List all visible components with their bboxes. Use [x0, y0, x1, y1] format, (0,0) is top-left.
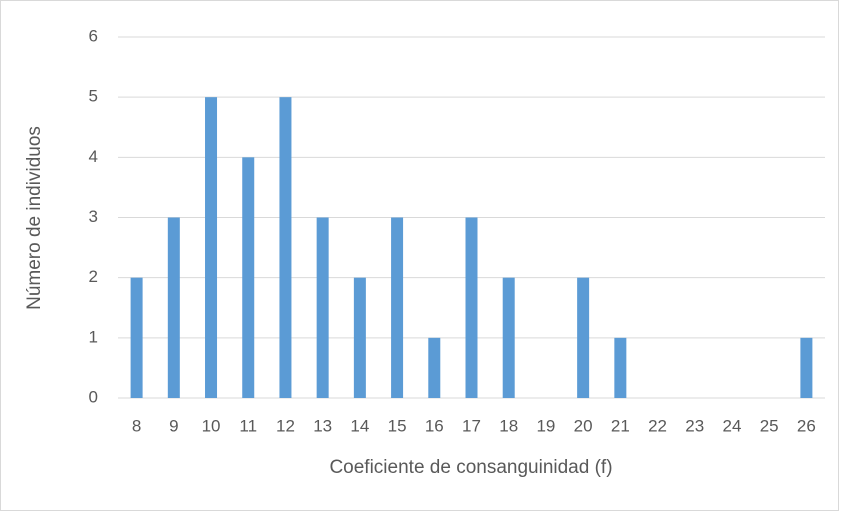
x-tick-label: 21 [611, 416, 630, 435]
bar [205, 97, 218, 399]
bar [614, 337, 627, 398]
x-axis-title: Coeficiente de consanguinidad (f) [329, 457, 612, 478]
x-tick-label: 8 [132, 416, 141, 435]
bar [316, 217, 329, 398]
x-tick-label: 10 [202, 416, 221, 435]
y-tick-label: 1 [89, 327, 98, 346]
y-tick-label: 4 [89, 147, 98, 166]
x-tick-label: 16 [425, 416, 444, 435]
x-tick-label: 24 [723, 416, 742, 435]
x-tick-label: 20 [574, 416, 593, 435]
bar [279, 97, 292, 399]
y-tick-label: 6 [89, 26, 98, 45]
y-axis-title: Número de individuos [24, 126, 45, 310]
x-tick-label: 9 [169, 416, 178, 435]
y-tick-label: 2 [89, 267, 98, 286]
x-tick-label: 18 [499, 416, 518, 435]
x-tick-label: 13 [313, 416, 332, 435]
x-tick-label: 22 [648, 416, 667, 435]
bar [465, 217, 478, 398]
bar [428, 337, 441, 398]
bar [130, 277, 143, 398]
x-tick-label: 19 [536, 416, 555, 435]
x-tick-label: 23 [685, 416, 704, 435]
x-tick-label: 17 [462, 416, 481, 435]
x-tick-label: 12 [276, 416, 295, 435]
y-tick-label: 0 [89, 387, 98, 406]
bar [242, 157, 255, 398]
bar [167, 217, 180, 398]
x-tick-label: 26 [797, 416, 816, 435]
bar [800, 337, 813, 398]
bar [577, 277, 590, 398]
x-tick-label: 11 [239, 416, 257, 435]
y-tick-label: 3 [89, 207, 98, 226]
bar [391, 217, 404, 398]
x-tick-label: 15 [388, 416, 407, 435]
bar [353, 277, 366, 398]
x-tick-label: 14 [350, 416, 369, 435]
bar [502, 277, 515, 398]
y-tick-label: 5 [89, 87, 98, 106]
x-tick-label: 25 [760, 416, 779, 435]
